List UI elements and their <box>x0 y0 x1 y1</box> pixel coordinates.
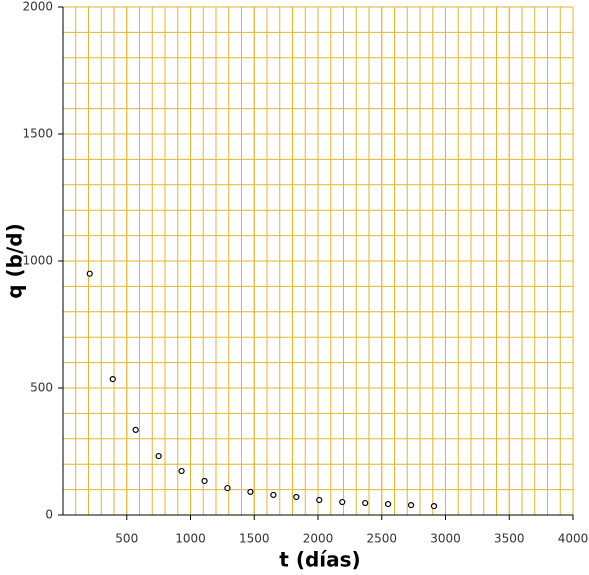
x-tick-label: 3500 <box>494 532 525 546</box>
x-tick-label: 2000 <box>303 532 334 546</box>
y-tick-label: 2000 <box>22 0 53 14</box>
point <box>86 270 93 277</box>
y-tick-label: 1000 <box>22 254 53 268</box>
point <box>178 467 185 475</box>
point <box>339 498 346 506</box>
point <box>155 452 162 460</box>
y-tick-label: 0 <box>45 508 53 522</box>
point <box>132 426 139 434</box>
point <box>362 499 369 507</box>
y-tick-label: 500 <box>30 381 53 395</box>
x-tick-label: 4000 <box>558 532 589 546</box>
y-axis-label: q (b/d) <box>3 223 27 299</box>
x-tick-label: 2500 <box>366 532 397 546</box>
point <box>270 491 277 499</box>
x-axis-label: t (días) <box>279 548 360 572</box>
point <box>430 503 438 510</box>
point <box>407 501 415 509</box>
x-tick-label: 1500 <box>239 532 270 546</box>
point <box>293 493 300 501</box>
x-tick-label: 1000 <box>175 532 206 546</box>
y-tick-label: 1500 <box>22 127 53 141</box>
point <box>201 477 208 485</box>
x-tick-label: 500 <box>115 532 138 546</box>
point <box>316 496 323 504</box>
point <box>247 488 254 495</box>
point <box>109 376 116 383</box>
point <box>385 500 392 508</box>
x-tick-label: 3000 <box>430 532 461 546</box>
point <box>224 484 231 492</box>
